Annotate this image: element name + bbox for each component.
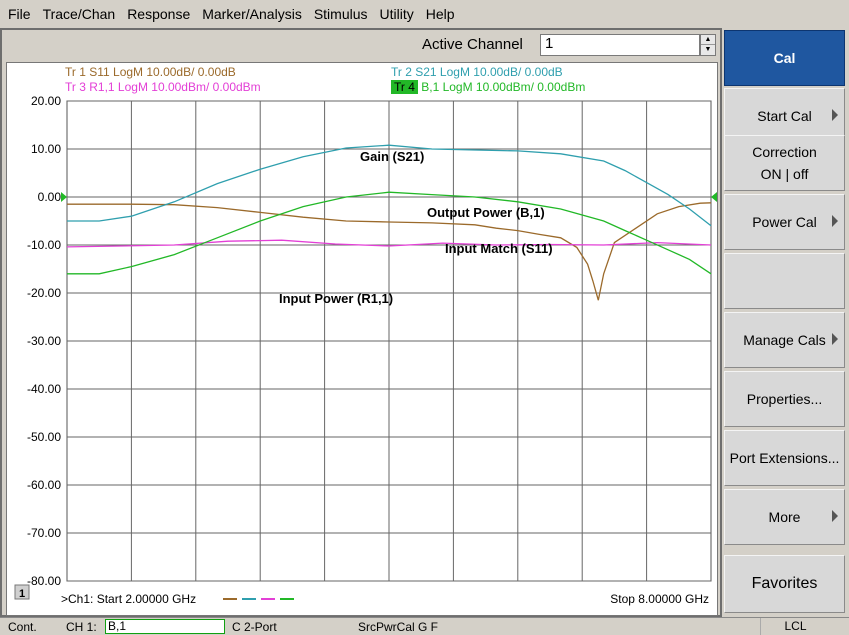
spinner-down-icon[interactable]: ▼ <box>704 46 712 53</box>
y-tick-label: -60.00 <box>27 478 61 492</box>
properties-label: Properties... <box>746 391 823 407</box>
reference-marker-right-icon <box>711 192 717 202</box>
manage-cals-label: Manage Cals <box>743 332 826 348</box>
annotation-gain: Gain (S21) <box>360 149 424 164</box>
sweep-mode-status: Cont. <box>8 620 37 634</box>
annotation-output-power: Output Power (B,1) <box>427 205 545 220</box>
softkey-title-cal: Cal <box>724 30 845 86</box>
y-tick-label: -20.00 <box>27 286 61 300</box>
trace-text-4: B,1 LogM 10.00dBm/ 0.00dBm <box>421 80 586 94</box>
active-trace-status: B,1 <box>105 619 225 634</box>
trace-line-3 <box>66 239 712 248</box>
menu-trace-chan[interactable]: Trace/Chan <box>42 6 116 22</box>
trace-header-1[interactable]: Tr 1 S11 LogM 10.00dB/ 0.00dB <box>65 65 236 79</box>
trace-id-4-active: Tr 4 <box>391 80 418 94</box>
active-channel-row: Active Channel 1 ▲ ▼ <box>2 30 720 60</box>
softkey-panel: Cal Start Cal Correction ON | off Power … <box>722 28 849 617</box>
y-tick-label: 20.00 <box>31 94 61 108</box>
active-channel-field[interactable]: 1 <box>540 34 700 56</box>
y-tick-label: -50.00 <box>27 430 61 444</box>
trace-header-2[interactable]: Tr 2 S21 LogM 10.00dB/ 0.00dB <box>391 65 563 79</box>
menu-response[interactable]: Response <box>127 6 191 22</box>
submenu-arrow-icon <box>832 510 838 522</box>
trace-header-4[interactable]: Tr 4 B,1 LogM 10.00dBm/ 0.00dBm <box>391 80 585 94</box>
start-frequency-label: >Ch1: Start 2.00000 GHz <box>61 592 196 606</box>
trace-text-2: S21 LogM 10.00dB/ 0.00dB <box>415 65 563 79</box>
y-tick-label: -70.00 <box>27 526 61 540</box>
y-tick-label: 0.00 <box>38 190 62 204</box>
menu-help[interactable]: Help <box>425 6 455 22</box>
blank-softkey[interactable] <box>724 253 845 309</box>
trace-line-2 <box>67 144 712 227</box>
start-cal-label: Start Cal <box>757 108 812 124</box>
trace-header-3[interactable]: Tr 3 R1,1 LogM 10.00dBm/ 0.00dBm <box>65 80 261 94</box>
y-tick-label: -80.00 <box>27 574 61 588</box>
submenu-arrow-icon <box>832 215 838 227</box>
channel-number-box <box>14 584 30 600</box>
stop-frequency-label: Stop 8.00000 GHz <box>610 592 709 606</box>
trace-id-3: Tr 3 <box>65 80 86 94</box>
chart-panel[interactable]: Tr 1 S11 LogM 10.00dB/ 0.00dB Tr 2 S21 L… <box>6 62 718 616</box>
port-extensions-label: Port Extensions... <box>729 450 840 466</box>
trace-id-1: Tr 1 <box>65 65 86 79</box>
channel-status: CH 1: <box>66 620 97 634</box>
trace-line-4 <box>67 191 712 275</box>
y-tick-label: -10.00 <box>27 238 61 252</box>
port-mode-status: C 2-Port <box>232 620 277 634</box>
active-channel-spinner[interactable]: ▲ ▼ <box>700 34 716 56</box>
power-cal-button[interactable]: Power Cal <box>724 194 845 250</box>
measurement-window: Active Channel 1 ▲ ▼ Tr 1 S11 LogM 10.00… <box>0 28 722 617</box>
chart-svg: 20.00 10.00 0.00 -10.00 -20.00 -30.00 -40.00 -5… <box>14 94 717 606</box>
menu-bar: File Trace/Chan Response Marker/Analysis… <box>0 0 849 28</box>
source-cal-status: SrcPwrCal G F <box>358 620 439 634</box>
submenu-arrow-icon <box>832 333 838 345</box>
menu-marker-analysis[interactable]: Marker/Analysis <box>202 6 302 22</box>
properties-button[interactable]: Properties... <box>724 371 845 427</box>
trace-text-3: R1,1 LogM 10.00dBm/ 0.00dBm <box>89 80 261 94</box>
start-cal-button[interactable]: Start Cal <box>724 88 845 144</box>
active-channel-label: Active Channel <box>422 36 523 53</box>
correction-label: Correction <box>752 144 817 160</box>
manage-cals-button[interactable]: Manage Cals <box>724 312 845 368</box>
correction-state: ON | off <box>760 166 809 182</box>
y-tick-label: 10.00 <box>31 142 61 156</box>
trace-line-1 <box>67 202 712 301</box>
submenu-arrow-icon <box>832 109 838 121</box>
status-bar: Cont. CH 1: B,1 C 2-Port SrcPwrCal G F L… <box>0 617 849 635</box>
port-extensions-button[interactable]: Port Extensions... <box>724 430 845 486</box>
menu-file[interactable]: File <box>8 6 31 22</box>
remote-status: LCL <box>760 618 830 635</box>
favorites-button[interactable]: Favorites <box>724 555 845 613</box>
annotation-input-match: Input Match (S11) <box>445 241 553 256</box>
channel-number: 1 <box>19 588 25 600</box>
spinner-up-icon[interactable]: ▲ <box>701 35 715 45</box>
more-button[interactable]: More <box>724 489 845 545</box>
correction-toggle-button[interactable]: Correction ON | off <box>724 135 845 191</box>
y-tick-label: -40.00 <box>27 382 61 396</box>
reference-marker-left-icon <box>61 192 67 202</box>
annotation-input-power: Input Power (R1,1) <box>279 291 393 306</box>
menu-stimulus[interactable]: Stimulus <box>313 6 368 22</box>
y-tick-label: -30.00 <box>27 334 61 348</box>
power-cal-label: Power Cal <box>752 214 817 230</box>
trace-text-1: S11 LogM 10.00dB/ 0.00dB <box>89 65 236 79</box>
menu-utility[interactable]: Utility <box>379 6 414 22</box>
more-label: More <box>768 509 801 525</box>
trace-id-2: Tr 2 <box>391 65 412 79</box>
